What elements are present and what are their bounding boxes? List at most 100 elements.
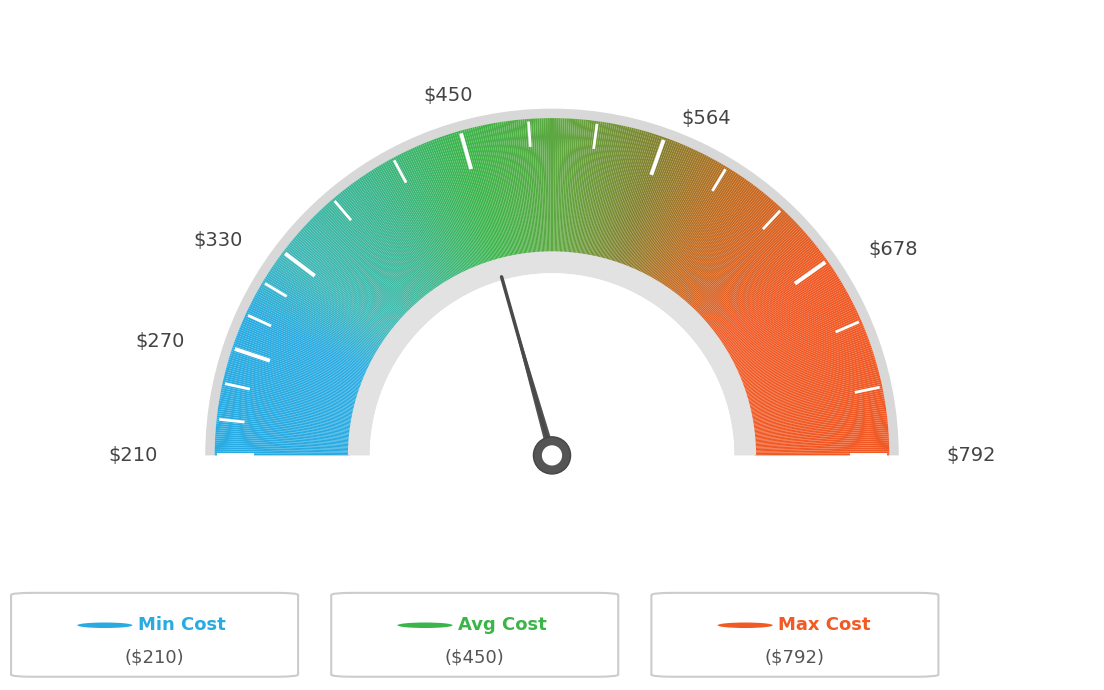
Wedge shape <box>235 339 362 387</box>
Wedge shape <box>337 194 424 299</box>
Wedge shape <box>420 144 474 269</box>
Wedge shape <box>753 413 887 431</box>
Wedge shape <box>569 119 582 254</box>
Wedge shape <box>752 400 885 424</box>
Wedge shape <box>599 128 634 259</box>
Wedge shape <box>648 159 714 278</box>
Wedge shape <box>623 139 672 266</box>
Wedge shape <box>636 148 693 272</box>
Wedge shape <box>740 327 864 380</box>
Wedge shape <box>227 364 358 402</box>
Wedge shape <box>531 119 541 253</box>
Wedge shape <box>325 205 416 306</box>
Wedge shape <box>741 335 868 384</box>
Polygon shape <box>205 472 899 690</box>
Wedge shape <box>726 284 843 353</box>
Wedge shape <box>597 127 629 259</box>
Wedge shape <box>736 315 860 373</box>
Wedge shape <box>751 392 883 419</box>
Wedge shape <box>720 268 834 344</box>
Wedge shape <box>464 129 500 260</box>
Wedge shape <box>258 287 376 355</box>
Wedge shape <box>294 237 397 326</box>
Wedge shape <box>611 132 652 262</box>
Wedge shape <box>631 145 686 270</box>
Wedge shape <box>747 369 879 405</box>
Wedge shape <box>274 262 386 341</box>
Wedge shape <box>214 451 350 454</box>
Wedge shape <box>349 185 431 294</box>
Wedge shape <box>752 398 884 422</box>
Wedge shape <box>240 325 365 379</box>
Wedge shape <box>754 432 889 443</box>
Wedge shape <box>266 275 381 348</box>
Wedge shape <box>220 396 352 421</box>
Wedge shape <box>412 148 469 271</box>
Wedge shape <box>571 119 586 254</box>
Wedge shape <box>395 156 459 276</box>
Wedge shape <box>737 319 861 375</box>
Wedge shape <box>321 208 414 308</box>
Wedge shape <box>654 164 724 282</box>
Wedge shape <box>230 353 359 395</box>
Wedge shape <box>705 235 809 324</box>
Wedge shape <box>429 140 480 267</box>
Wedge shape <box>750 384 882 414</box>
Wedge shape <box>678 191 764 298</box>
Text: Min Cost: Min Cost <box>138 616 225 634</box>
Wedge shape <box>657 167 729 283</box>
Wedge shape <box>740 331 867 382</box>
Wedge shape <box>669 180 749 291</box>
Wedge shape <box>416 146 471 270</box>
Wedge shape <box>432 139 481 266</box>
Wedge shape <box>699 223 798 317</box>
Wedge shape <box>558 118 563 253</box>
Wedge shape <box>224 375 355 408</box>
Wedge shape <box>230 355 359 397</box>
Wedge shape <box>580 121 601 255</box>
Wedge shape <box>485 124 513 257</box>
Wedge shape <box>747 366 878 402</box>
Wedge shape <box>493 123 518 256</box>
Wedge shape <box>679 193 765 299</box>
Wedge shape <box>583 122 605 255</box>
Wedge shape <box>466 128 501 259</box>
Wedge shape <box>368 172 443 286</box>
Wedge shape <box>662 173 739 286</box>
Wedge shape <box>220 398 352 422</box>
Wedge shape <box>617 136 662 264</box>
Wedge shape <box>729 289 847 357</box>
Wedge shape <box>703 230 805 322</box>
Wedge shape <box>684 199 774 303</box>
Wedge shape <box>730 295 850 360</box>
Wedge shape <box>233 343 361 389</box>
Wedge shape <box>217 407 352 428</box>
Wedge shape <box>261 284 378 353</box>
Wedge shape <box>622 139 670 266</box>
Wedge shape <box>480 126 510 257</box>
Wedge shape <box>751 388 883 416</box>
Wedge shape <box>388 160 455 279</box>
Wedge shape <box>578 121 598 255</box>
Wedge shape <box>510 121 528 255</box>
Wedge shape <box>301 228 403 319</box>
Wedge shape <box>687 204 778 305</box>
Wedge shape <box>422 144 475 268</box>
Wedge shape <box>630 144 684 269</box>
Wedge shape <box>241 324 365 377</box>
Wedge shape <box>680 194 767 299</box>
Wedge shape <box>647 158 713 277</box>
Wedge shape <box>287 246 394 331</box>
Circle shape <box>718 622 773 628</box>
Wedge shape <box>418 145 473 270</box>
Wedge shape <box>397 155 460 275</box>
Circle shape <box>397 622 453 628</box>
Wedge shape <box>254 297 373 362</box>
Wedge shape <box>607 131 646 261</box>
Wedge shape <box>754 430 889 442</box>
Wedge shape <box>326 204 417 305</box>
Wedge shape <box>585 123 609 256</box>
Wedge shape <box>284 248 392 333</box>
Wedge shape <box>468 128 503 259</box>
Wedge shape <box>697 220 795 315</box>
